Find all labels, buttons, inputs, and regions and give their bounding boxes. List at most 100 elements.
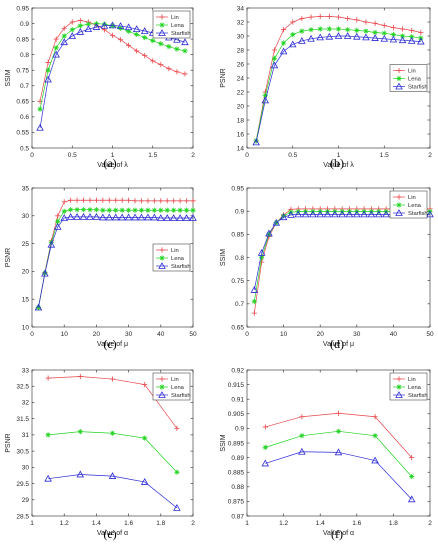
data-point-lena: [69, 27, 75, 33]
data-point-starfish: [68, 32, 77, 39]
data-point-lin: [335, 410, 342, 416]
data-point-lin: [55, 213, 61, 219]
x-axis-label: Value of λ: [97, 162, 128, 169]
data-point-starfish: [398, 36, 407, 44]
panel-caption: (e): [103, 527, 117, 541]
x-tick-label: 1.5: [380, 152, 389, 159]
series-line-starfish: [265, 451, 412, 500]
x-tick-label: 2: [428, 520, 432, 527]
x-tick-label: 0: [30, 152, 34, 159]
x-tick-label: 1.5: [148, 152, 157, 159]
data-point-lena: [166, 43, 172, 50]
x-tick-label: 2: [191, 520, 195, 527]
data-point-starfish: [338, 210, 346, 218]
data-point-starfish: [270, 61, 279, 69]
data-point-lena: [119, 207, 125, 213]
data-point-starfish: [131, 213, 139, 221]
y-tick-label: 0.65: [231, 324, 244, 331]
data-point-lin: [80, 197, 87, 203]
y-tick-label: 30: [237, 33, 245, 40]
data-point-lena: [37, 106, 43, 112]
data-point-lena: [74, 207, 80, 213]
y-tick-label: 0.6: [20, 114, 29, 121]
x-axis-label: Value of μ: [323, 341, 354, 348]
data-point-lena: [190, 207, 196, 213]
data-point-lin: [158, 62, 164, 68]
data-point-starfish: [176, 214, 184, 221]
data-point-lena: [177, 207, 183, 213]
y-tick-label: 0.9: [235, 208, 244, 215]
legend-marker: [159, 22, 165, 28]
x-tick-label: 10: [280, 331, 288, 338]
data-point-starfish: [111, 213, 120, 221]
panel-caption: (b): [330, 156, 344, 170]
legend-marker: [396, 75, 402, 82]
data-point-lin: [106, 197, 112, 203]
data-point-starfish: [60, 38, 68, 46]
data-point-lin: [171, 198, 177, 204]
y-tick-label: 0.92: [231, 367, 244, 374]
data-point-lin: [93, 197, 99, 203]
y-tick-label: 29: [22, 497, 30, 504]
data-point-starfish: [316, 210, 324, 218]
data-point-lena: [77, 23, 83, 29]
data-point-lin: [126, 197, 132, 203]
data-point-lena: [262, 92, 268, 99]
legend-entry: Starfish: [408, 393, 428, 399]
y-tick-label: 0.75: [231, 278, 244, 285]
data-point-lin: [68, 197, 74, 203]
data-point-starfish: [52, 50, 60, 58]
data-point-lena: [77, 429, 83, 435]
data-point-lin: [109, 376, 116, 382]
data-point-lena: [55, 218, 61, 224]
x-tick-label: 1.2: [279, 520, 288, 527]
data-point-starfish: [294, 210, 303, 218]
data-point-lin: [45, 375, 51, 381]
data-point-lin: [317, 13, 323, 19]
y-tick-label: 0.75: [16, 68, 29, 75]
data-point-lin: [372, 20, 378, 26]
data-point-lin: [354, 17, 360, 23]
panel-caption: (d): [330, 337, 344, 351]
x-tick-label: 30: [125, 331, 133, 338]
chart-panel-f: 1 1.2 1.4 1.6 1.8 2 0.87 0.875 0.88 0.885 0.89 0.89…: [220, 367, 432, 537]
data-point-starfish: [144, 213, 152, 221]
y-tick-label: 20: [237, 103, 245, 110]
y-tick-label: 0.87: [231, 513, 244, 520]
data-point-starfish: [173, 503, 181, 511]
data-point-lena: [271, 55, 278, 61]
data-point-starfish: [360, 210, 368, 218]
legend-entry: Lin: [171, 377, 179, 383]
data-point-starfish: [157, 214, 165, 221]
legend-entry: Lin: [408, 377, 416, 383]
data-point-lin: [134, 48, 140, 54]
data-point-starfish: [261, 459, 270, 467]
data-point-lena: [45, 432, 51, 438]
data-point-starfish: [92, 23, 101, 30]
data-point-lena: [174, 469, 180, 475]
data-point-lin: [77, 373, 83, 380]
y-tick-label: 20: [22, 269, 30, 276]
data-point-lin: [45, 59, 51, 66]
series-lena: [45, 429, 180, 475]
data-point-starfish: [362, 33, 370, 41]
data-point-lin: [138, 198, 145, 204]
y-tick-label: 26: [237, 61, 245, 68]
data-point-lena: [68, 207, 74, 213]
data-point-lin: [174, 69, 180, 75]
x-tick-label: 0.5: [288, 152, 297, 159]
data-point-lena: [372, 29, 378, 36]
data-point-starfish: [140, 27, 149, 34]
data-point-lin: [151, 198, 157, 204]
data-point-lena: [183, 207, 190, 213]
data-point-starfish: [343, 32, 352, 39]
y-tick-label: 0.875: [228, 499, 245, 506]
data-point-starfish: [36, 123, 44, 131]
legend-marker: [159, 376, 165, 382]
data-point-lin: [183, 198, 190, 204]
y-tick-label: 10: [22, 324, 30, 331]
series-starfish: [44, 470, 181, 511]
data-point-lin: [381, 22, 387, 29]
data-point-lena: [80, 207, 87, 213]
x-tick-label: 1: [30, 520, 34, 527]
